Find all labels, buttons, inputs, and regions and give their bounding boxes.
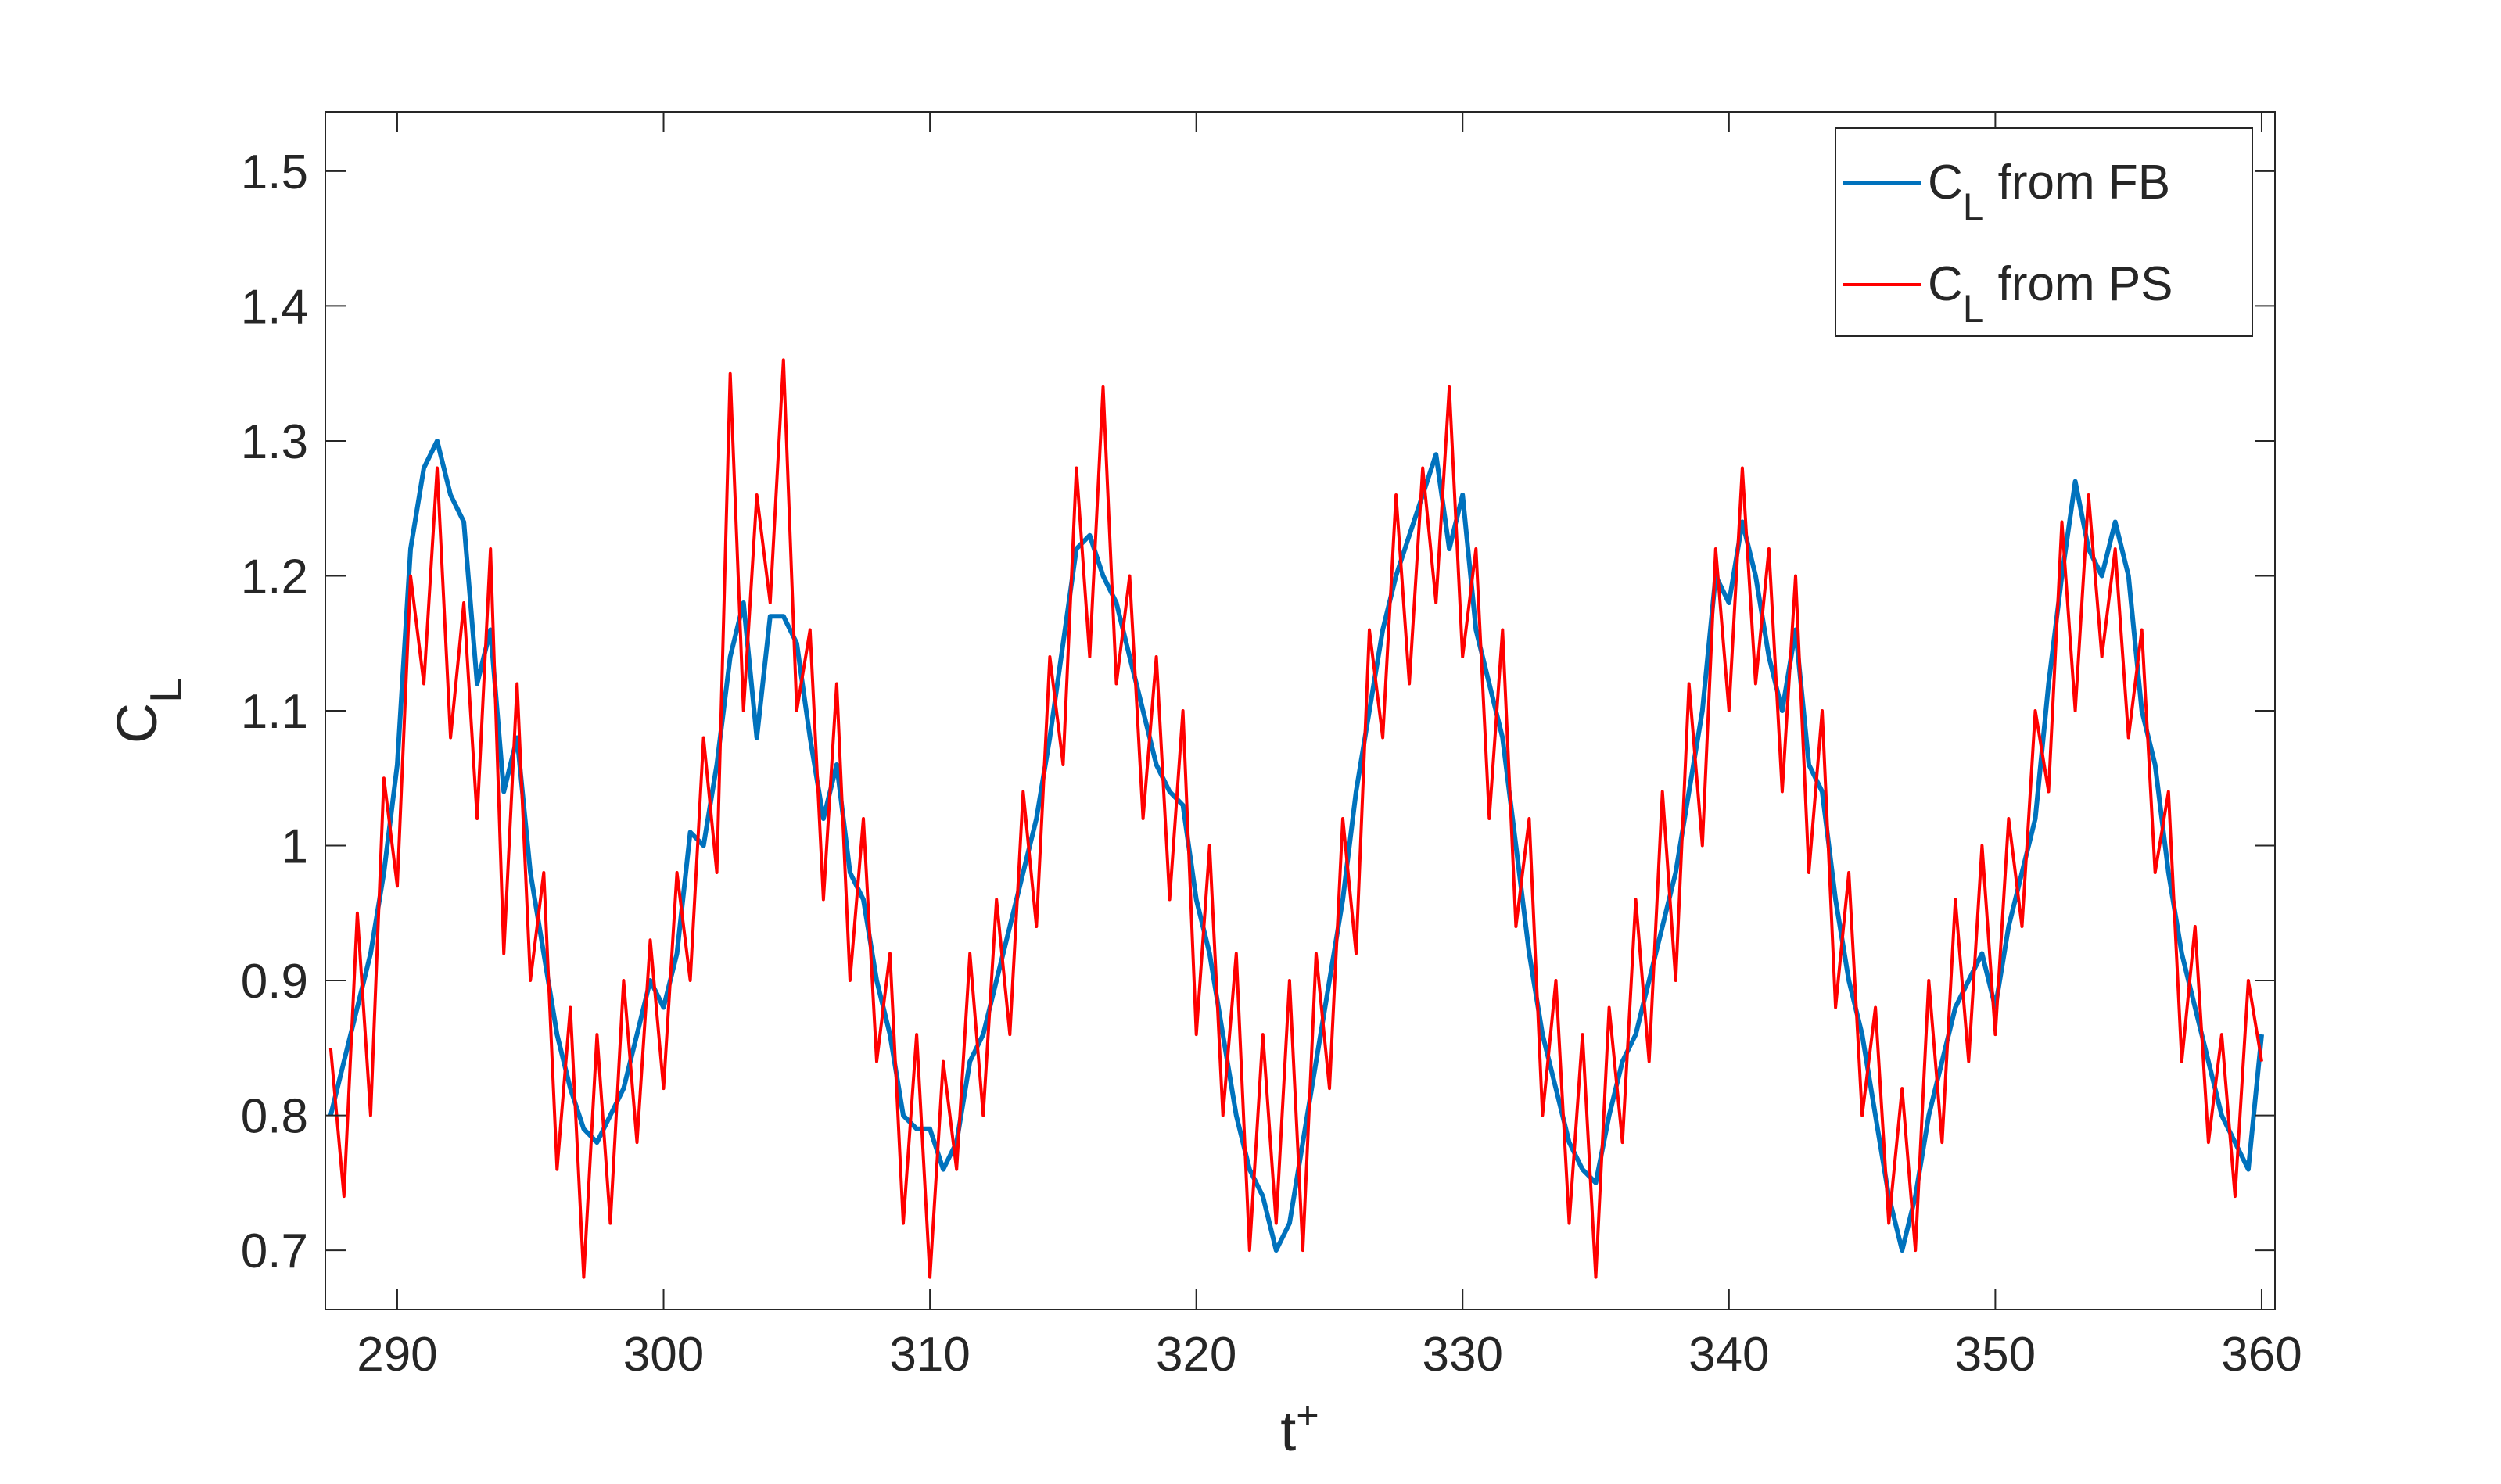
legend-label: CL from PS xyxy=(1928,257,2173,331)
x-tick-label: 360 xyxy=(2221,1328,2302,1382)
x-tick-label: 290 xyxy=(357,1328,437,1382)
y-tick-label: 1.1 xyxy=(241,685,308,739)
x-axis-label: t+ xyxy=(1280,1393,1319,1464)
y-axis-label: CL xyxy=(106,678,192,744)
data-line xyxy=(328,358,2263,1279)
data-line xyxy=(328,439,2264,1253)
y-tick-label: 1.4 xyxy=(241,280,308,334)
lines xyxy=(328,358,2264,1279)
y-tick-label: 1.2 xyxy=(241,550,308,604)
legend-label: CL from FB xyxy=(1928,156,2170,229)
y-tick-label: 0.7 xyxy=(241,1224,308,1278)
x-tick-label: 350 xyxy=(1955,1328,2036,1382)
x-tick-label: 320 xyxy=(1156,1328,1236,1382)
x-tick-label: 330 xyxy=(1423,1328,1503,1382)
x-tick-label: 300 xyxy=(623,1328,704,1382)
x-tick-label: 310 xyxy=(889,1328,970,1382)
y-tick-label: 0.9 xyxy=(241,955,308,1009)
y-tick-label: 1.3 xyxy=(241,415,308,469)
y-tick-label: 1.5 xyxy=(241,145,308,199)
legend-box xyxy=(1835,127,2253,337)
x-tick-label: 340 xyxy=(1688,1328,1769,1382)
y-tick-label: 1 xyxy=(282,820,308,874)
y-tick-label: 0.8 xyxy=(241,1090,308,1144)
